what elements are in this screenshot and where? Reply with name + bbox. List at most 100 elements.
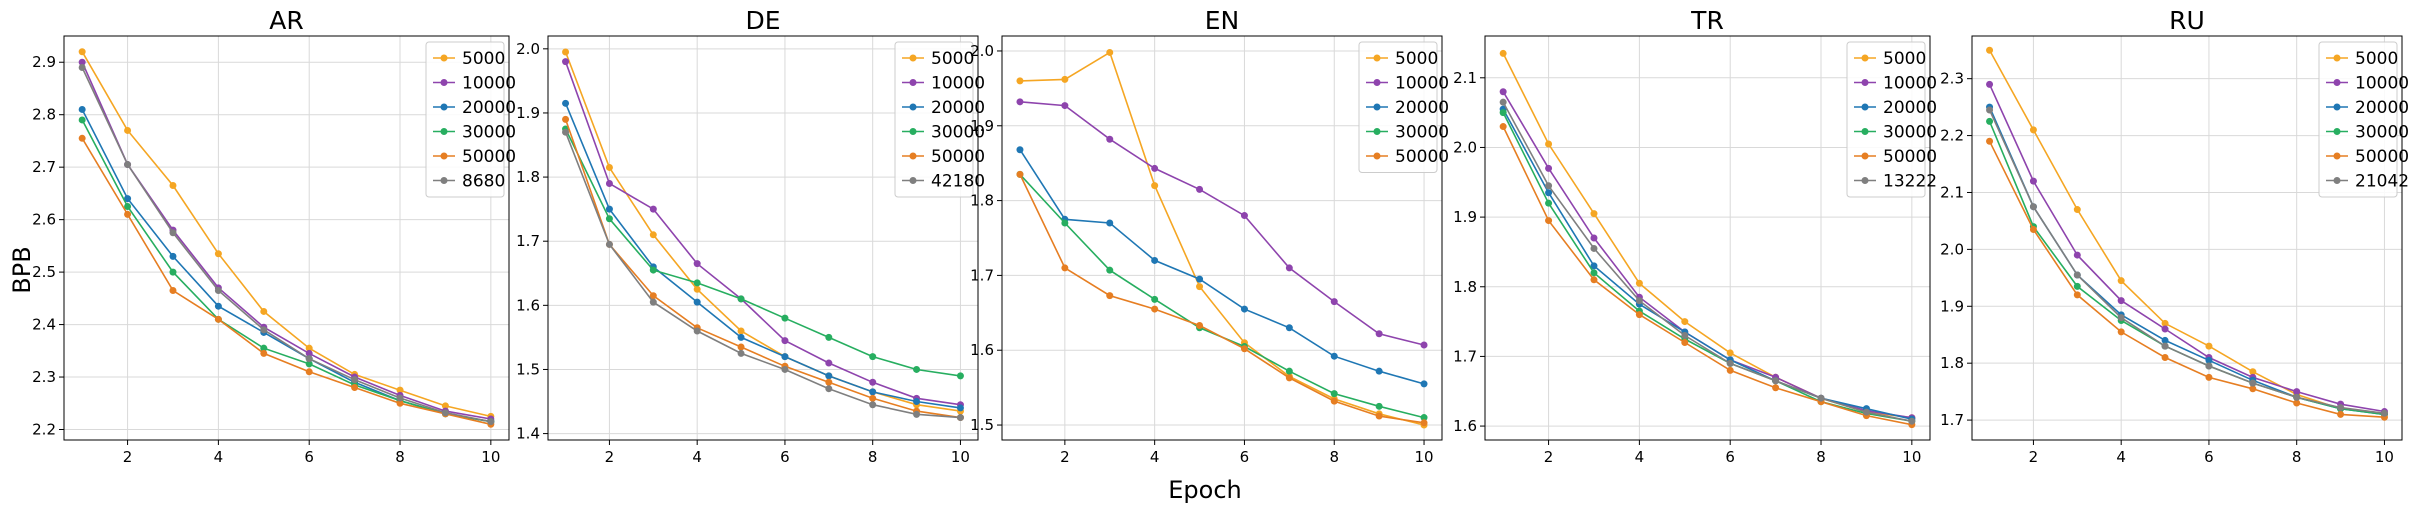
legend-label: 20000	[462, 98, 516, 118]
data-point	[605, 205, 613, 213]
panel-title: TR	[1690, 6, 1724, 35]
x-tick-label: 10	[1414, 448, 1433, 466]
series-5000	[78, 48, 495, 420]
data-point	[260, 326, 268, 334]
data-point	[1635, 311, 1643, 319]
data-point	[1285, 367, 1293, 375]
data-point	[2249, 368, 2257, 376]
series-line	[81, 137, 491, 426]
legend-swatch-marker	[1373, 152, 1381, 160]
data-point	[1772, 384, 1780, 392]
data-point	[396, 386, 404, 394]
series-20000	[562, 99, 964, 412]
y-tick-label: 2.4	[32, 316, 56, 334]
data-point	[2161, 342, 2169, 350]
legend-swatch-marker	[2333, 79, 2341, 86]
y-tick-label: 2.2	[1940, 127, 1964, 145]
data-point	[1285, 324, 1293, 332]
data-point	[214, 286, 222, 294]
data-point	[2337, 404, 2345, 412]
data-point	[214, 315, 222, 323]
data-point	[781, 353, 789, 361]
x-tick-label: 8	[868, 448, 878, 466]
data-point	[693, 279, 701, 287]
data-point	[825, 359, 833, 367]
data-point	[1151, 305, 1159, 313]
data-point	[869, 401, 877, 409]
legend-swatch-marker	[909, 103, 917, 111]
data-point	[1681, 338, 1689, 346]
data-point	[78, 134, 86, 142]
data-point	[124, 203, 132, 211]
series-10000	[1016, 98, 1428, 349]
data-point	[169, 252, 177, 260]
data-point	[2117, 297, 2125, 305]
x-tick-label: 6	[780, 448, 790, 466]
plot-frame	[547, 35, 979, 441]
data-point	[2117, 277, 2125, 285]
data-point	[1420, 380, 1428, 388]
data-point	[1196, 275, 1204, 283]
legend-swatch-marker	[440, 103, 448, 111]
data-point	[1106, 266, 1114, 274]
data-point	[737, 295, 745, 303]
x-tick-label: 2	[123, 448, 133, 466]
data-point	[124, 195, 132, 203]
data-point	[1285, 374, 1293, 382]
legend-label: 13222	[1883, 172, 1937, 192]
data-point	[1240, 212, 1248, 220]
y-tick-label: 1.6	[516, 296, 540, 314]
data-point	[1726, 359, 1734, 367]
data-point	[1590, 276, 1598, 284]
y-tick-label: 2.0	[970, 42, 994, 60]
data-point	[1420, 419, 1428, 427]
legend-label: 5000	[462, 49, 505, 69]
data-point	[1330, 390, 1338, 398]
x-tick-label: 4	[1150, 448, 1160, 466]
data-point	[1635, 297, 1643, 305]
data-point	[1330, 352, 1338, 360]
data-point	[1545, 164, 1553, 172]
data-point	[2380, 409, 2388, 417]
data-point	[1106, 219, 1114, 227]
data-point	[1106, 135, 1114, 143]
legend-swatch-marker	[909, 152, 917, 160]
data-point	[562, 115, 570, 123]
data-point	[1681, 318, 1689, 326]
y-tick-label: 1.8	[1453, 278, 1477, 296]
data-point	[2073, 251, 2081, 259]
figure-y-axis-label: BPB	[8, 246, 36, 293]
figure-x-axis-label: Epoch	[1168, 476, 1242, 504]
data-point	[78, 116, 86, 124]
x-tick-label: 6	[304, 448, 314, 466]
x-tick-label: 6	[1240, 448, 1250, 466]
legend-swatch-marker	[440, 177, 448, 184]
y-tick-label: 1.9	[1453, 208, 1477, 226]
data-point	[825, 385, 833, 393]
series-line	[1502, 126, 1912, 426]
series-line	[1502, 112, 1912, 422]
y-tick-label: 2.7	[32, 158, 56, 176]
series-line	[1019, 101, 1425, 346]
legend-swatch-marker	[440, 128, 448, 135]
data-point	[305, 344, 313, 352]
y-tick-label: 1.7	[516, 232, 540, 250]
data-point	[913, 398, 921, 406]
legend-swatch-marker	[1373, 103, 1381, 111]
data-point	[1908, 417, 1916, 425]
legend-label: 10000	[1395, 74, 1449, 94]
y-tick-label: 2.8	[32, 106, 56, 124]
data-point	[1196, 283, 1204, 291]
data-point	[1590, 210, 1598, 218]
data-point	[351, 376, 359, 384]
data-point	[1986, 106, 1994, 114]
data-point	[1285, 264, 1293, 272]
data-point	[1986, 137, 1994, 145]
y-tick-label: 2.5	[32, 263, 56, 281]
data-point	[214, 302, 222, 310]
panel-en: 2 4 6 8 10 1.5 1.6 1.7 1.8 1.9 2.0 EN 5000 10000 20000…	[970, 6, 1449, 466]
data-point	[605, 163, 613, 171]
data-point	[1499, 49, 1507, 57]
data-point	[305, 368, 313, 376]
panel-title: EN	[1205, 6, 1240, 35]
